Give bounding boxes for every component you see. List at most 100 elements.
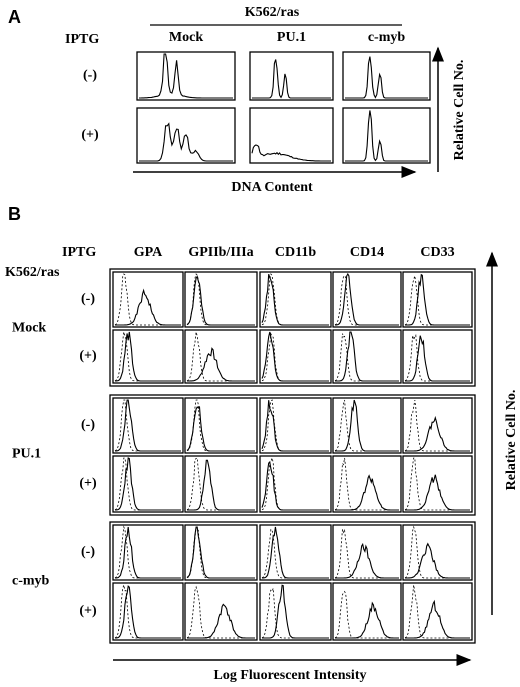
cell-line: K562/ras bbox=[5, 265, 60, 280]
histogram-panel bbox=[332, 329, 402, 384]
panel-label: B bbox=[8, 204, 21, 224]
histogram bbox=[405, 599, 470, 639]
histogram bbox=[261, 400, 329, 452]
control-histogram bbox=[334, 590, 399, 639]
histogram-panel bbox=[259, 271, 332, 328]
histogram-panel bbox=[332, 455, 402, 513]
row-header: IPTG bbox=[65, 32, 99, 47]
histogram bbox=[405, 542, 470, 579]
histogram bbox=[186, 275, 255, 326]
control-histogram bbox=[186, 273, 255, 326]
row-label: (-) bbox=[81, 545, 95, 560]
control-histogram bbox=[334, 528, 399, 579]
column-label: GPA bbox=[134, 245, 163, 260]
column-label: CD14 bbox=[350, 245, 384, 260]
histogram-panel bbox=[112, 455, 184, 513]
histogram-panel bbox=[259, 329, 332, 384]
control-histogram bbox=[261, 528, 329, 579]
histogram bbox=[261, 526, 329, 579]
histogram bbox=[186, 405, 255, 452]
histogram-panel bbox=[259, 524, 332, 581]
histogram-panel bbox=[332, 582, 402, 641]
histogram bbox=[405, 415, 470, 452]
control-histogram bbox=[334, 399, 399, 452]
histogram-panel bbox=[112, 397, 184, 454]
control-histogram bbox=[261, 456, 329, 511]
histogram bbox=[186, 526, 255, 579]
histogram bbox=[261, 461, 329, 511]
row-label: (-) bbox=[83, 68, 97, 83]
histogram-panel bbox=[402, 329, 473, 384]
histogram bbox=[335, 474, 399, 511]
group-frame bbox=[109, 394, 476, 516]
column-label: CD11b bbox=[275, 245, 316, 260]
column-label: CD33 bbox=[420, 245, 454, 260]
row-label: (-) bbox=[81, 292, 95, 307]
control-histogram bbox=[186, 585, 255, 639]
histogram-panel bbox=[259, 397, 332, 454]
row-label: (+) bbox=[79, 604, 97, 619]
histogram-panel bbox=[184, 271, 258, 328]
histogram-panel bbox=[402, 397, 473, 454]
histogram-panel bbox=[112, 271, 184, 328]
x-axis-label: DNA Content bbox=[231, 180, 313, 195]
control-histogram bbox=[186, 526, 255, 579]
row-label: (+) bbox=[79, 476, 97, 491]
histogram bbox=[187, 347, 255, 382]
histogram bbox=[114, 457, 181, 511]
histogram bbox=[115, 288, 181, 326]
histogram-panel bbox=[332, 271, 402, 328]
histogram bbox=[139, 53, 233, 99]
histogram-panel bbox=[184, 524, 258, 581]
histogram-panel bbox=[136, 107, 236, 164]
histogram bbox=[187, 603, 255, 639]
control-histogram bbox=[261, 273, 329, 326]
histogram-panel bbox=[184, 582, 258, 641]
column-label: Mock bbox=[169, 30, 203, 45]
histogram-panel bbox=[332, 524, 402, 581]
histogram bbox=[335, 542, 399, 579]
histogram-panel bbox=[402, 271, 473, 328]
histogram-panel bbox=[332, 397, 402, 454]
histogram bbox=[262, 584, 329, 639]
row-header: IPTG bbox=[62, 245, 96, 260]
group-frame bbox=[109, 521, 476, 644]
histogram bbox=[335, 399, 399, 452]
histogram bbox=[405, 273, 470, 326]
group-label: Mock bbox=[12, 321, 46, 336]
histogram-panel bbox=[342, 51, 431, 101]
histogram-panel bbox=[112, 582, 184, 641]
control-histogram bbox=[114, 273, 181, 326]
group-label: PU.1 bbox=[12, 447, 41, 462]
column-label: c-myb bbox=[368, 30, 406, 45]
histogram bbox=[139, 122, 233, 162]
group-label: c-myb bbox=[12, 574, 50, 589]
panel-label: A bbox=[8, 7, 21, 27]
histogram bbox=[261, 274, 329, 326]
histogram-panel bbox=[184, 397, 258, 454]
histogram bbox=[335, 601, 399, 639]
y-axis-label: Relative Cell No. bbox=[452, 60, 467, 161]
histogram bbox=[345, 110, 428, 162]
histogram bbox=[405, 335, 470, 382]
histogram-panel bbox=[112, 329, 184, 384]
row-label: (+) bbox=[81, 128, 99, 143]
histogram-panel bbox=[342, 107, 431, 164]
histogram bbox=[115, 585, 181, 639]
column-label: GPIIb/IIIa bbox=[188, 245, 253, 260]
control-histogram bbox=[404, 584, 470, 639]
histogram-panel bbox=[184, 455, 258, 513]
row-label: (-) bbox=[81, 418, 95, 433]
group-frame bbox=[109, 268, 476, 387]
y-axis-label: Relative Cell No. bbox=[504, 390, 519, 491]
histogram-panel bbox=[402, 582, 473, 641]
histogram bbox=[345, 56, 428, 99]
histogram bbox=[261, 331, 329, 382]
histogram bbox=[405, 474, 470, 511]
histogram-panel bbox=[112, 524, 184, 581]
histogram bbox=[114, 331, 181, 382]
histogram bbox=[114, 526, 181, 579]
histogram-panel bbox=[402, 455, 473, 513]
row-label: (+) bbox=[79, 349, 97, 364]
